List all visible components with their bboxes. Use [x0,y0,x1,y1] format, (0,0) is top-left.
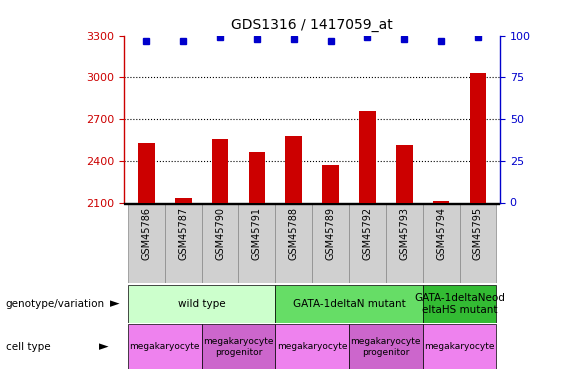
Bar [396,146,412,202]
Bar [212,138,228,202]
Bar [138,143,155,202]
Text: GSM45793: GSM45793 [399,207,409,260]
Text: GSM45794: GSM45794 [436,207,446,260]
Text: megakaryocyte: megakaryocyte [277,342,347,351]
Bar [312,204,349,283]
Text: GATA-1deltaNeod
eltaHS mutant: GATA-1deltaNeod eltaHS mutant [414,293,505,315]
Text: GSM45792: GSM45792 [362,207,372,260]
Bar [128,324,202,369]
Bar [285,136,302,202]
Bar [165,204,202,283]
Text: megakaryocyte
progenitor: megakaryocyte progenitor [351,337,421,357]
Bar [459,204,496,283]
Text: wild type: wild type [178,299,225,309]
Text: GSM45795: GSM45795 [473,207,483,260]
Text: megakaryocyte
progenitor: megakaryocyte progenitor [203,337,273,357]
Text: GSM45787: GSM45787 [178,207,188,260]
Text: GSM45790: GSM45790 [215,207,225,260]
Bar [249,153,265,203]
Title: GDS1316 / 1417059_at: GDS1316 / 1417059_at [231,18,393,32]
Text: megakaryocyte: megakaryocyte [129,342,200,351]
Bar [275,204,312,283]
Bar [386,204,423,283]
Text: GATA-1deltaN mutant: GATA-1deltaN mutant [293,299,405,309]
Bar [275,285,423,322]
Text: GSM45788: GSM45788 [289,207,299,260]
Bar [128,204,165,283]
Bar [470,73,486,202]
Bar [238,204,275,283]
Bar [202,204,238,283]
Bar [433,201,449,202]
Bar [423,204,459,283]
Bar [349,204,386,283]
Text: GSM45789: GSM45789 [325,207,336,260]
Text: genotype/variation: genotype/variation [6,299,105,309]
Text: ►: ► [99,340,108,353]
Bar [423,324,496,369]
Text: ►: ► [110,297,120,310]
Text: megakaryocyte: megakaryocyte [424,342,495,351]
Bar [202,324,275,369]
Text: GSM45786: GSM45786 [141,207,151,260]
Bar [175,198,192,202]
Text: cell type: cell type [6,342,50,352]
Bar [349,324,423,369]
Bar [423,285,496,322]
Bar [359,111,376,202]
Bar [322,165,339,202]
Bar [275,324,349,369]
Text: GSM45791: GSM45791 [252,207,262,260]
Bar [128,285,275,322]
